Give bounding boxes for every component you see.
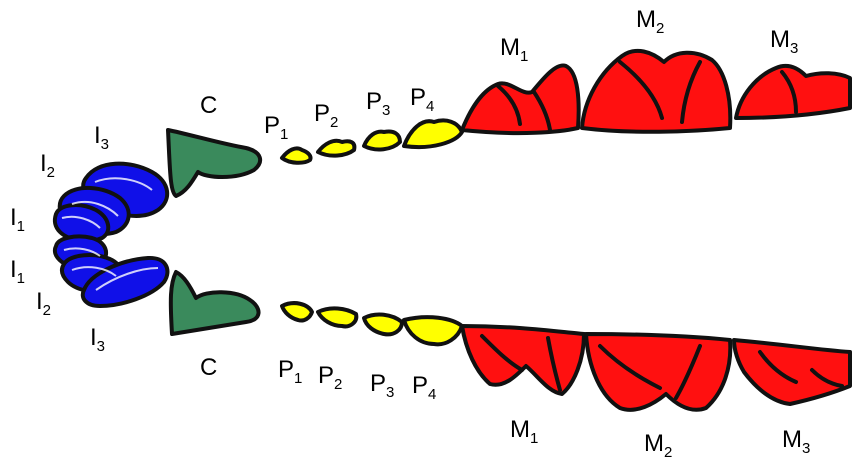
label-lower-i2: I2 (36, 290, 51, 318)
upper-p1-tooth (282, 148, 311, 162)
lower-p4-tooth (404, 317, 462, 344)
label-lower-c: C (200, 356, 217, 384)
label-lower-m3: M3 (782, 428, 810, 456)
label-lower-p4: P4 (412, 374, 436, 402)
label-upper-m2: M2 (636, 8, 664, 36)
label-upper-p2: P2 (314, 102, 338, 130)
upper-premolars (282, 120, 462, 162)
lower-incisors (55, 236, 168, 306)
label-upper-m3: M3 (770, 28, 798, 56)
label-upper-p4: P4 (410, 86, 434, 114)
lower-premolars (282, 303, 462, 344)
upper-incisors (55, 164, 167, 241)
upper-canine-tooth (168, 130, 260, 196)
label-lower-m2: M2 (644, 432, 672, 460)
lower-p1-tooth (282, 303, 312, 320)
lower-molars (462, 326, 850, 410)
lower-p3-tooth (364, 315, 402, 335)
label-upper-m1: M1 (500, 36, 528, 64)
label-lower-p1: P1 (278, 358, 302, 386)
upper-m2-tooth (582, 51, 730, 132)
label-upper-i1: I1 (10, 206, 25, 234)
label-lower-p3: P3 (370, 372, 394, 400)
label-upper-c: C (200, 94, 217, 122)
label-upper-i2: I2 (40, 152, 55, 180)
upper-p4-tooth (404, 120, 462, 147)
label-lower-m1: M1 (510, 418, 538, 446)
label-upper-p3: P3 (366, 90, 390, 118)
label-lower-i1: I1 (10, 258, 25, 286)
lower-m3-tooth (734, 340, 850, 404)
label-lower-p2: P2 (318, 364, 342, 392)
upper-p2-tooth (318, 141, 354, 156)
label-lower-i3: I3 (90, 326, 105, 354)
upper-p3-tooth (364, 131, 400, 149)
lower-m2-tooth (586, 334, 730, 410)
label-upper-i3: I3 (94, 124, 109, 152)
lower-canine-tooth (171, 272, 259, 334)
lower-p2-tooth (318, 308, 356, 326)
label-upper-p1: P1 (264, 114, 288, 142)
